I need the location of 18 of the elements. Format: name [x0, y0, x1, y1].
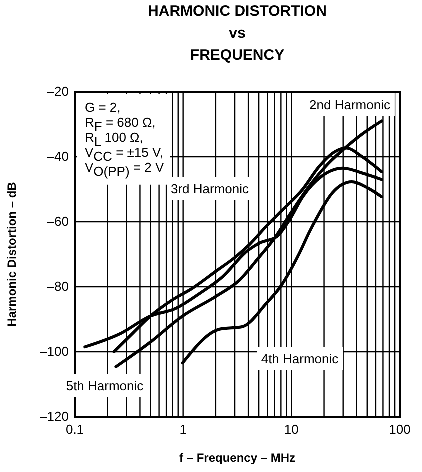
y-tick-label: –120: [40, 409, 69, 424]
y-axis-title: Harmonic Distortion – dB: [5, 182, 19, 327]
y-tick-label: –60: [47, 214, 69, 230]
annotation: 2nd Harmonic: [310, 97, 391, 112]
x-tick-label: 1: [180, 422, 187, 438]
y-tick-label: –80: [47, 279, 69, 294]
x-tick-label: 10: [284, 422, 299, 438]
y-tick-label: –100: [40, 344, 69, 360]
annotation: 4th Harmonic: [261, 351, 340, 366]
x-axis-title: f – Frequency – MHz: [179, 451, 296, 465]
y-tick-label: –40: [47, 149, 69, 164]
y-tick-label: –20: [47, 84, 69, 100]
x-tick-label: 100: [389, 422, 411, 438]
chart-title: HARMONIC DISTORTION vs FREQUENCY: [148, 3, 327, 64]
annotation: 5th Harmonic: [66, 378, 144, 394]
annotation: 3rd Harmonic: [170, 181, 250, 196]
x-tick-label: 0.1: [66, 422, 84, 438]
annotation: G = 2,: [85, 100, 121, 115]
